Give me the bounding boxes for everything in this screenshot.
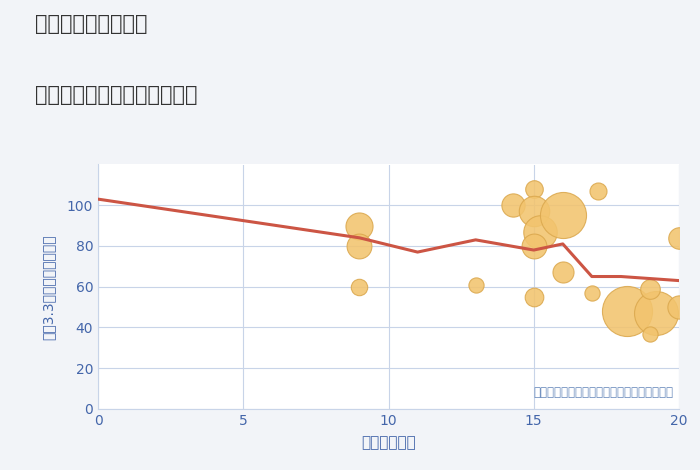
Point bbox=[354, 242, 365, 250]
Text: 福岡県春日市小倉の: 福岡県春日市小倉の bbox=[35, 14, 148, 34]
Text: 駅距離別中古マンション価格: 駅距離別中古マンション価格 bbox=[35, 85, 197, 105]
Point bbox=[354, 222, 365, 229]
Point bbox=[587, 289, 598, 297]
Point bbox=[354, 283, 365, 290]
Point bbox=[528, 185, 539, 193]
Text: 円の大きさは、取引のあった物件面積を示す: 円の大きさは、取引のあった物件面積を示す bbox=[533, 386, 673, 399]
X-axis label: 駅距離（分）: 駅距離（分） bbox=[361, 435, 416, 450]
Point bbox=[470, 281, 482, 289]
Point bbox=[592, 187, 603, 195]
Point bbox=[528, 242, 539, 250]
Point bbox=[673, 303, 685, 311]
Point bbox=[557, 269, 568, 276]
Point bbox=[645, 330, 656, 337]
Point bbox=[557, 212, 568, 219]
Point bbox=[528, 293, 539, 301]
Point bbox=[673, 234, 685, 242]
Y-axis label: 坪（3.3㎡）単価（万円）: 坪（3.3㎡）単価（万円） bbox=[42, 234, 56, 339]
Point bbox=[528, 208, 539, 215]
Point bbox=[650, 309, 662, 317]
Point bbox=[534, 228, 545, 235]
Point bbox=[508, 202, 519, 209]
Point bbox=[621, 307, 632, 315]
Point bbox=[645, 285, 656, 292]
